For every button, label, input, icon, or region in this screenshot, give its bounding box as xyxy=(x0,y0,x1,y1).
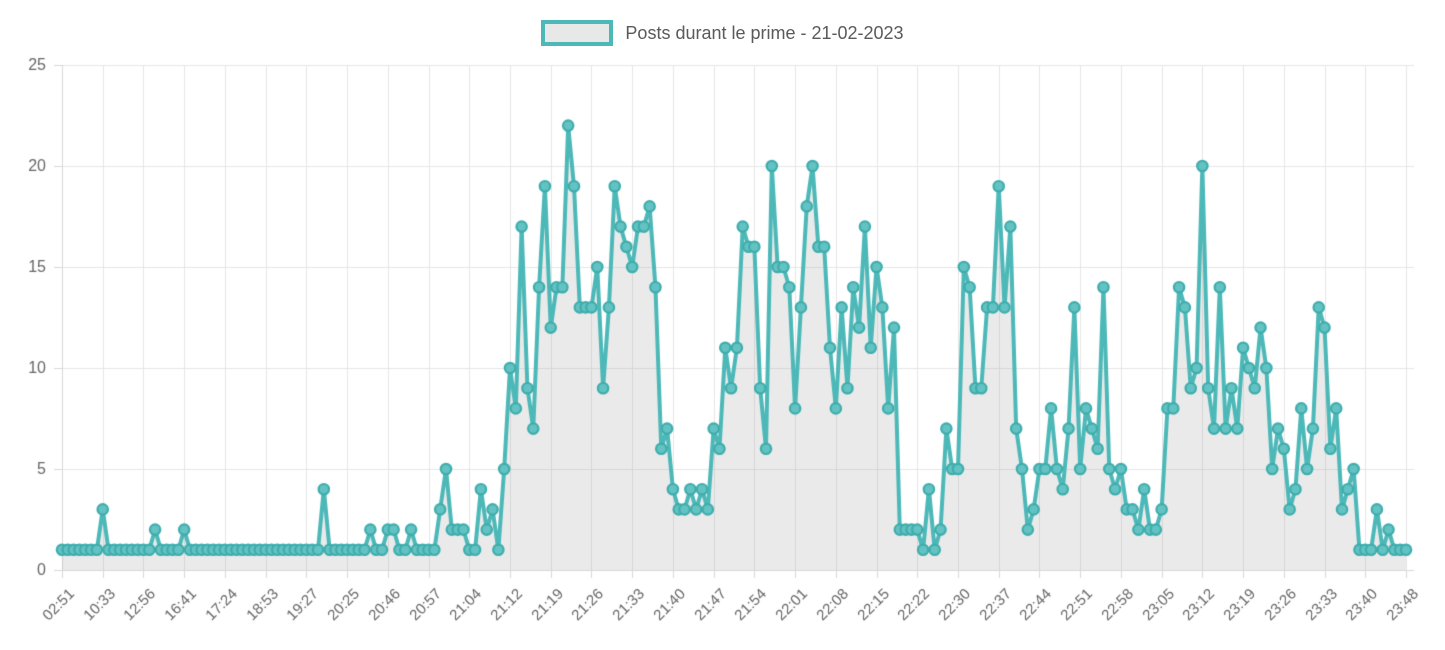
chart-legend[interactable]: Posts durant le prime - 21-02-2023 xyxy=(0,20,1445,46)
legend-swatch xyxy=(541,20,614,46)
legend-label: Posts durant le prime - 21-02-2023 xyxy=(625,23,904,43)
